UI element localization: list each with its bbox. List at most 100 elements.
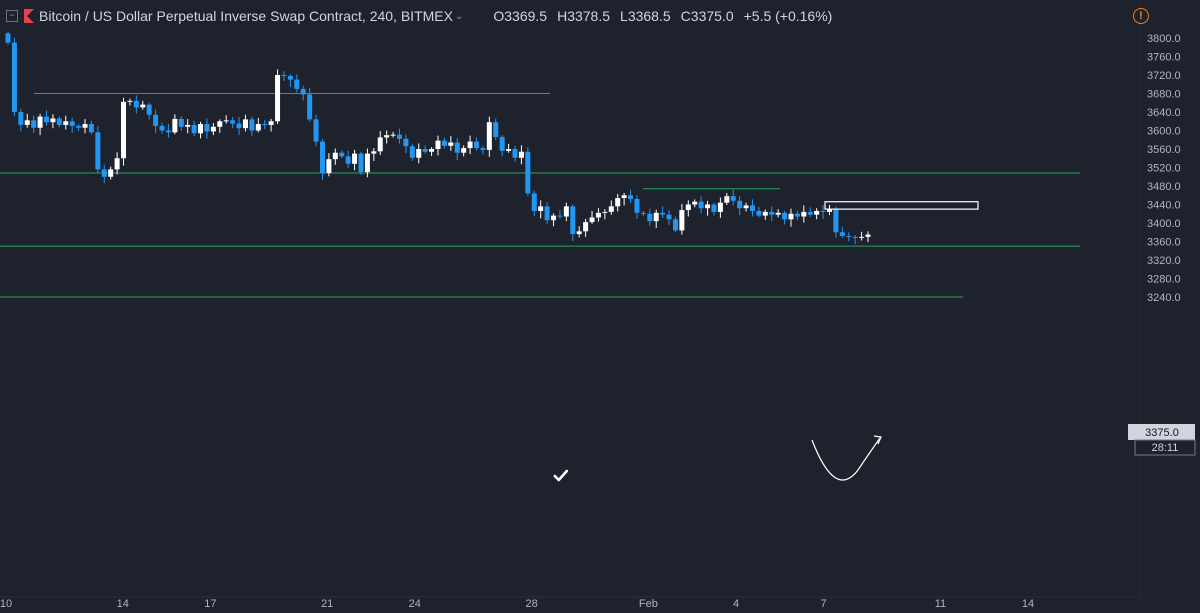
candle-body [794,213,800,217]
collapse-icon[interactable]: − [6,10,18,22]
candle-body [820,210,826,212]
candle-body [518,151,524,158]
price-tick-label: 3680.0 [1147,89,1181,101]
candle-body [454,142,460,153]
candle-body [506,149,512,151]
candle-body [647,213,653,222]
candle-body [416,149,422,158]
price-tick-label: 3280.0 [1147,274,1181,286]
candle-body [358,153,364,173]
price-axis[interactable]: 3800.0 3760.0 3720.0 3680.0 3640.0 3600.0 3560… [1147,33,1181,304]
candle-body [628,195,634,199]
candle-body [762,211,768,216]
candle-body [621,195,627,199]
candle-body [319,141,325,174]
candle-body [724,196,730,203]
high-value: H3378.5 [557,8,611,24]
candle-body [570,206,576,235]
candle-body [76,125,82,128]
price-tick-label: 3440.0 [1147,200,1181,212]
price-tick-label: 3640.0 [1147,107,1181,119]
candle-body [551,215,557,221]
candle-body [544,206,550,221]
candle-body [364,153,370,173]
candle-body [557,215,563,217]
candle-body [634,198,640,213]
candle-body [859,236,865,238]
arrow-head-icon [873,435,882,445]
candle-body [737,200,743,209]
low-value: L3368.5 [620,8,671,24]
candle-body [159,125,165,131]
candle-body [531,193,537,211]
candle-body [275,75,281,122]
candle-body [121,101,127,159]
candle-body [326,159,332,174]
price-tick-label: 3600.0 [1147,126,1181,138]
candle-body [672,219,678,231]
candle-body [101,169,107,177]
candle-body [127,100,133,102]
candle-body [37,116,43,128]
candle-body [268,121,274,125]
candle-body [441,140,447,146]
candle-body [352,153,358,164]
candle-body [448,142,454,146]
candle-body [146,104,152,115]
candle-body [486,122,492,150]
candle-body [236,123,242,129]
time-axis[interactable]: 10 14 17 21 24 28 Feb 4 7 11 14 [0,598,1034,610]
support-lines [0,93,1080,298]
candle-body [307,94,313,120]
candle-body [403,138,409,147]
time-tick-label: 11 [935,598,946,610]
candle-body [396,134,402,139]
candle-body [461,148,467,153]
candle-body [666,214,672,220]
time-tick-label: 17 [204,598,216,610]
candle-body [198,124,204,134]
candle-body [313,119,319,142]
candle-body [826,209,832,212]
candle-body [204,124,210,132]
candle-body [249,119,255,131]
candle-body [95,132,101,170]
candle-body [88,124,94,133]
price-tick-label: 3360.0 [1147,237,1181,249]
candle-body [409,146,415,158]
chevron-down-icon[interactable]: ⌄ [454,10,464,22]
time-tick-label: 28 [525,598,537,610]
candle-body [595,212,601,218]
candle-body [769,211,775,215]
symbol-title[interactable]: Bitcoin / US Dollar Perpetual Inverse Sw… [39,8,453,24]
candle-body [538,206,544,211]
price-tick-label: 3240.0 [1147,292,1181,304]
candle-body [178,118,184,127]
candle-body [31,120,37,128]
price-tick-label: 3720.0 [1147,70,1181,82]
candle-body [807,211,813,215]
candles [5,31,871,245]
candle-body [390,134,396,136]
warning-icon[interactable]: ! [1133,8,1149,24]
candle-body [300,88,306,95]
candle-body [56,118,62,125]
candle-body [756,210,762,216]
candle-body [589,217,595,223]
annotations [553,201,979,482]
candle-body [846,235,852,237]
candle-body [608,206,614,212]
bitmex-logo-icon [24,9,34,23]
candle-body [18,112,24,125]
candle-body [480,148,486,150]
candle-body [512,149,518,158]
candle-body [467,141,473,149]
candle-body [749,205,755,211]
candle-body [782,212,788,220]
candle-body [185,124,191,127]
candle-body [332,152,338,160]
candle-body [814,210,820,215]
candle-body [191,124,197,134]
candle-body [5,33,11,43]
